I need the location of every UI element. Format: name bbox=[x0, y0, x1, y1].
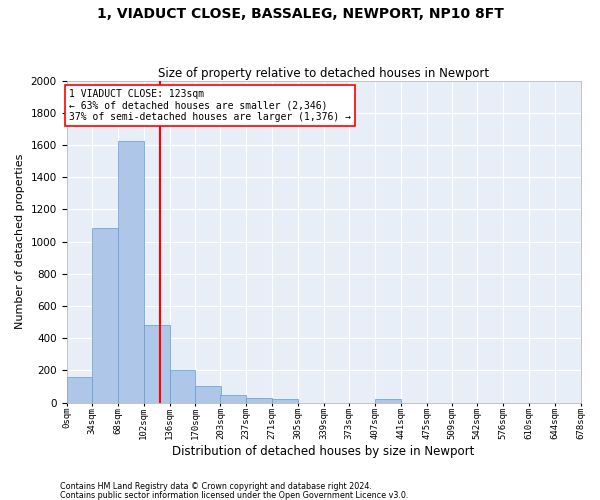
Title: Size of property relative to detached houses in Newport: Size of property relative to detached ho… bbox=[158, 66, 489, 80]
Text: Contains public sector information licensed under the Open Government Licence v3: Contains public sector information licen… bbox=[60, 490, 409, 500]
Text: 1 VIADUCT CLOSE: 123sqm
← 63% of detached houses are smaller (2,346)
37% of semi: 1 VIADUCT CLOSE: 123sqm ← 63% of detache… bbox=[69, 88, 351, 122]
Bar bbox=[118, 141, 144, 403]
Bar bbox=[67, 377, 92, 402]
Bar bbox=[170, 370, 196, 402]
Text: 1, VIADUCT CLOSE, BASSALEG, NEWPORT, NP10 8FT: 1, VIADUCT CLOSE, BASSALEG, NEWPORT, NP1… bbox=[97, 8, 503, 22]
Bar bbox=[272, 400, 298, 402]
Y-axis label: Number of detached properties: Number of detached properties bbox=[15, 154, 25, 330]
Bar bbox=[375, 400, 401, 402]
Text: Contains HM Land Registry data © Crown copyright and database right 2024.: Contains HM Land Registry data © Crown c… bbox=[60, 482, 372, 491]
Bar bbox=[220, 396, 246, 402]
Bar bbox=[92, 228, 118, 402]
Bar bbox=[246, 398, 272, 402]
Bar bbox=[144, 326, 170, 402]
X-axis label: Distribution of detached houses by size in Newport: Distribution of detached houses by size … bbox=[172, 444, 475, 458]
Bar bbox=[196, 386, 221, 402]
